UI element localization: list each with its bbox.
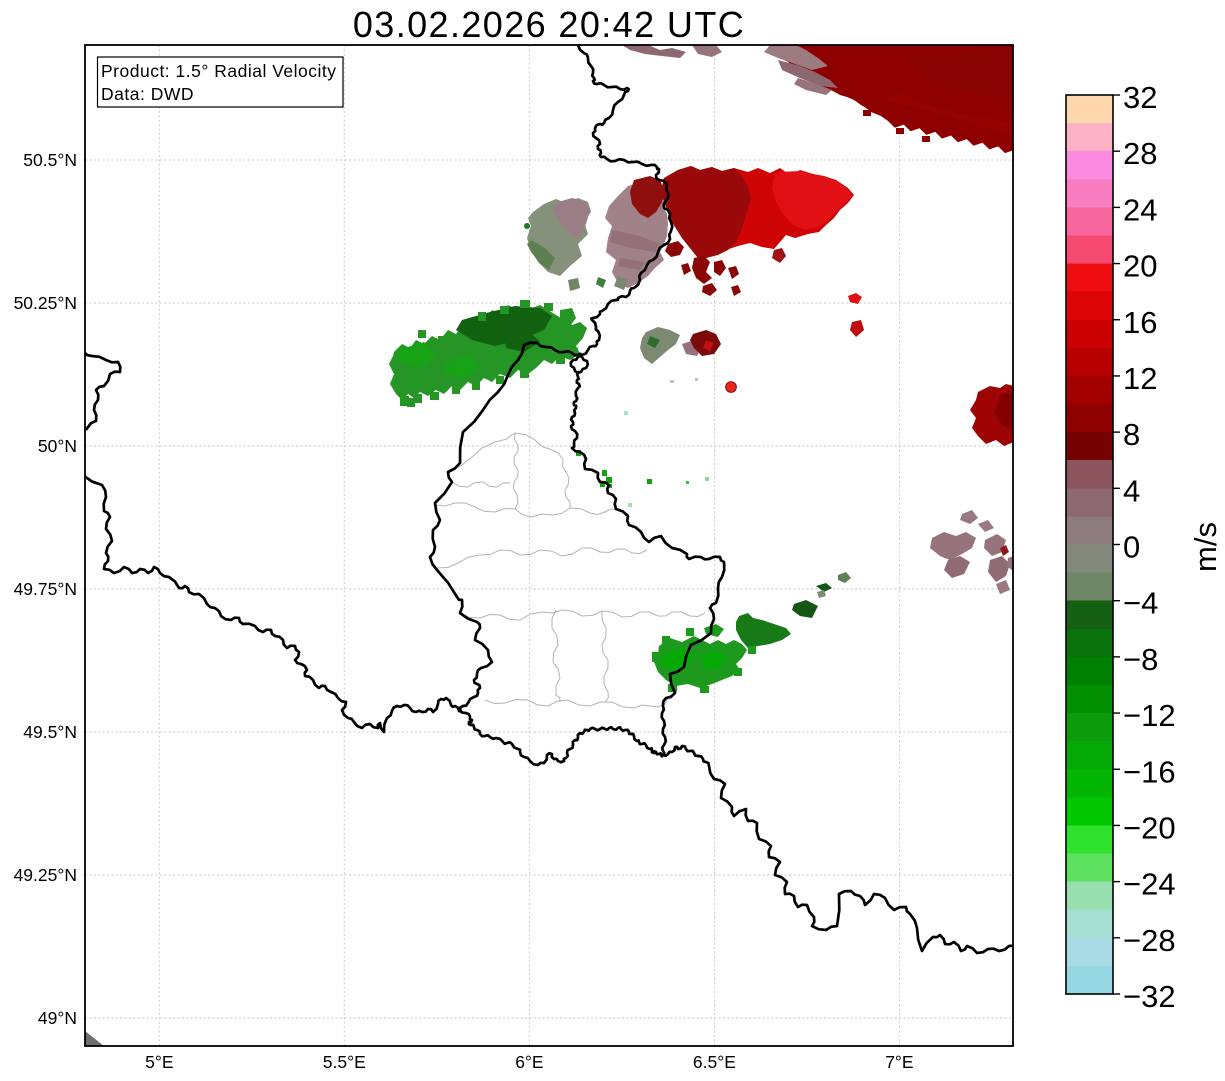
- svg-text:−20: −20: [1123, 810, 1176, 845]
- svg-text:6°E: 6°E: [515, 1052, 543, 1072]
- svg-text:m/s: m/s: [1188, 522, 1223, 572]
- svg-text:−32: −32: [1123, 979, 1176, 1014]
- svg-text:28: 28: [1123, 136, 1157, 171]
- svg-text:50°N: 50°N: [38, 436, 77, 456]
- svg-text:32: 32: [1123, 80, 1157, 115]
- svg-text:Product: 1.5° Radial Velocity: Product: 1.5° Radial Velocity: [101, 61, 337, 81]
- svg-text:5°E: 5°E: [145, 1052, 173, 1072]
- svg-text:−4: −4: [1123, 586, 1158, 621]
- svg-text:−12: −12: [1123, 698, 1176, 733]
- svg-text:7°E: 7°E: [885, 1052, 913, 1072]
- svg-text:20: 20: [1123, 249, 1157, 284]
- svg-text:16: 16: [1123, 305, 1157, 340]
- svg-text:4: 4: [1123, 473, 1140, 508]
- svg-text:50.5°N: 50.5°N: [23, 150, 77, 170]
- svg-text:5.5°E: 5.5°E: [323, 1052, 366, 1072]
- svg-text:−28: −28: [1123, 923, 1176, 958]
- svg-text:50.25°N: 50.25°N: [14, 293, 77, 313]
- svg-text:49°N: 49°N: [38, 1008, 77, 1028]
- svg-text:49.75°N: 49.75°N: [14, 579, 77, 599]
- svg-text:−16: −16: [1123, 754, 1176, 789]
- svg-text:03.02.2026 20:42 UTC: 03.02.2026 20:42 UTC: [353, 4, 745, 45]
- svg-text:49.5°N: 49.5°N: [23, 722, 77, 742]
- svg-text:6.5°E: 6.5°E: [693, 1052, 736, 1072]
- svg-text:49.25°N: 49.25°N: [14, 865, 77, 885]
- svg-text:Data: DWD: Data: DWD: [101, 84, 194, 104]
- svg-text:24: 24: [1123, 192, 1157, 227]
- svg-text:−24: −24: [1123, 867, 1176, 902]
- svg-text:8: 8: [1123, 417, 1140, 452]
- svg-text:−8: −8: [1123, 642, 1158, 677]
- svg-text:0: 0: [1123, 530, 1140, 565]
- svg-text:12: 12: [1123, 361, 1157, 396]
